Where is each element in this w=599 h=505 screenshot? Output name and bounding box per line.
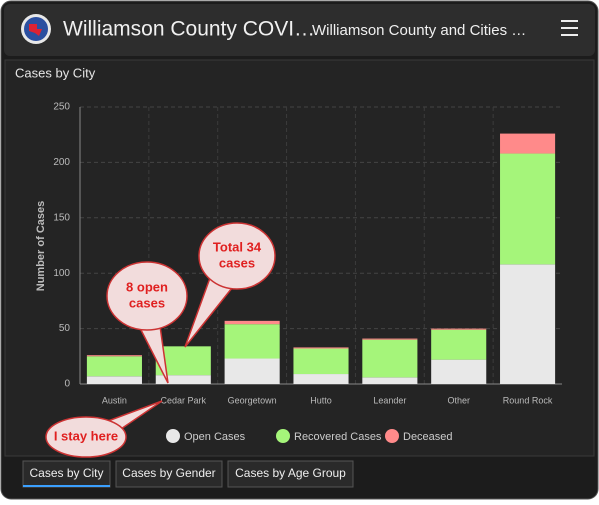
bar-segment [224, 324, 280, 359]
logo [21, 14, 51, 44]
bar-segment [500, 153, 556, 265]
legend-swatch [166, 429, 180, 443]
x-tick-label: Cedar Park [161, 395, 207, 405]
callout-text: cases [219, 255, 255, 270]
x-tick-label: Georgetown [228, 395, 277, 405]
legend-label: Recovered Cases [294, 431, 382, 443]
callout-bubble [45, 416, 127, 458]
tab-label[interactable]: Cases by Age Group [235, 466, 346, 480]
bar-segment [224, 320, 280, 325]
bar-segment [362, 377, 418, 384]
x-tick-label: Other [447, 395, 470, 405]
x-tick-label: Leander [373, 395, 406, 405]
y-tick-label: 0 [64, 379, 70, 390]
y-tick-label: 150 [53, 212, 70, 223]
legend-label: Open Cases [184, 431, 246, 443]
bar-segment [293, 374, 349, 384]
bar-segment [86, 376, 142, 384]
legend-swatch [385, 429, 399, 443]
tab[interactable] [227, 460, 354, 488]
header-subtitle: Williamson County and Cities … [312, 22, 526, 39]
tab-label[interactable]: Cases by City [29, 466, 103, 480]
tab[interactable] [22, 460, 111, 488]
x-tick-label: Hutto [310, 395, 332, 405]
bar-segment [224, 358, 280, 384]
bar-segment [362, 338, 418, 340]
bar-segment [86, 355, 142, 357]
tab[interactable] [115, 460, 223, 488]
header-bar [4, 4, 595, 56]
callout-bubble [198, 222, 276, 290]
bar-segment [86, 356, 142, 377]
header-title: Williamson County COVI… [63, 18, 315, 41]
panel [4, 59, 595, 457]
x-tick-label: Austin [102, 395, 127, 405]
callout-bubble [106, 261, 188, 331]
y-tick-label: 100 [53, 268, 70, 279]
bar-segment [500, 133, 556, 154]
legend-label: Deceased [403, 431, 453, 443]
bar-segment [431, 328, 487, 330]
callout-text: I stay here [54, 428, 118, 443]
y-axis-title: Number of Cases [35, 201, 47, 291]
bar-segment [293, 348, 349, 375]
bar-segment [293, 347, 349, 349]
callout-text: cases [129, 295, 165, 310]
panel-title: Cases by City [15, 65, 96, 80]
callout-text: 8 open [126, 279, 168, 294]
chart: 0 50 100 150 200 250 Austin Cedar Park Georgetow… [53, 102, 562, 443]
menu-button[interactable] [561, 20, 578, 36]
y-tick-label: 50 [59, 323, 71, 334]
y-tick-label: 200 [53, 157, 70, 168]
tab-label[interactable]: Cases by Gender [122, 466, 215, 480]
bar-segment [500, 264, 556, 384]
legend-swatch [276, 429, 290, 443]
bar-segment [362, 339, 418, 378]
y-tick-label: 250 [53, 102, 70, 113]
bar-segment [155, 375, 211, 384]
bar-segment [431, 329, 487, 360]
callout-text: Total 34 [213, 239, 262, 254]
bar-segment [431, 359, 487, 384]
tabs: Cases by City Cases by Gender Cases by Age… [22, 460, 354, 488]
x-tick-label: Round Rock [503, 395, 553, 405]
